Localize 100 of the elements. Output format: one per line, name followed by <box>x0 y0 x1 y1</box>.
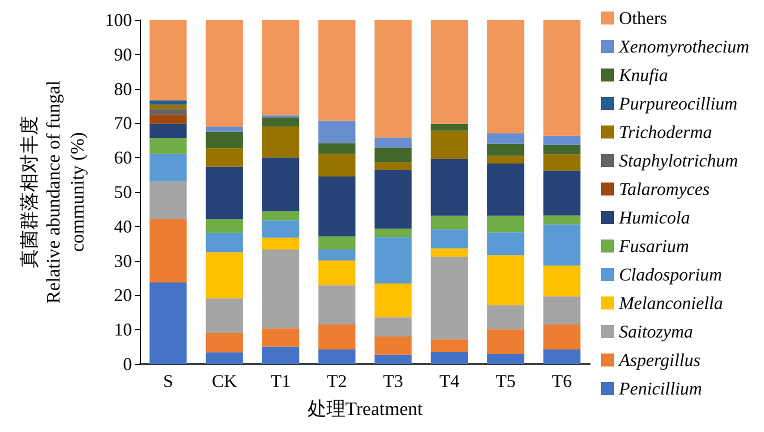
bar <box>206 298 243 334</box>
bar <box>262 220 300 238</box>
bar <box>262 126 300 158</box>
x-tick-label: T5 <box>496 371 516 391</box>
x-tick-label: S <box>163 371 174 391</box>
bar <box>206 219 243 233</box>
bar <box>206 20 243 127</box>
y-tick-label: 0 <box>123 354 132 374</box>
bar <box>430 352 468 364</box>
x-tick-label: T3 <box>383 371 404 391</box>
x-tick-label: T4 <box>439 371 460 391</box>
bar <box>374 284 412 318</box>
y-tick-label: 60 <box>114 148 132 168</box>
bar <box>150 100 187 105</box>
bar <box>543 136 580 145</box>
bar <box>430 248 468 257</box>
bar <box>262 117 300 127</box>
legend-label: Melanconiella <box>618 293 723 313</box>
bar <box>487 20 524 134</box>
bar <box>318 249 356 260</box>
bar <box>206 166 243 220</box>
bar <box>487 232 524 256</box>
bar <box>262 20 300 116</box>
legend-label: Penicillium <box>618 378 702 398</box>
bar <box>487 133 524 144</box>
bar <box>487 329 524 354</box>
bar <box>318 324 356 350</box>
bar <box>374 20 412 138</box>
bar <box>318 143 356 154</box>
bar <box>487 163 524 216</box>
y-tick-label: 10 <box>114 320 132 340</box>
bar <box>150 20 187 100</box>
bar <box>543 350 580 364</box>
bar <box>206 126 243 132</box>
bar <box>318 176 356 236</box>
bar <box>430 158 468 216</box>
bar <box>206 333 243 352</box>
bar <box>262 249 300 328</box>
bar <box>262 346 300 364</box>
bar <box>374 170 412 229</box>
y-tick-label: 100 <box>105 10 132 30</box>
bar <box>318 154 356 177</box>
legend-label: Others <box>619 8 667 28</box>
bar <box>150 154 187 182</box>
bar <box>430 20 468 124</box>
bar <box>206 352 243 364</box>
bar <box>543 20 580 136</box>
bar <box>374 237 412 284</box>
y-tick-label: 50 <box>114 182 132 202</box>
x-axis-title: 处理Treatment <box>307 399 424 420</box>
bar <box>262 238 300 250</box>
bar <box>374 336 412 355</box>
legend-label: Trichoderma <box>619 122 712 142</box>
legend-label: Humicola <box>618 208 690 228</box>
bar <box>374 148 412 162</box>
bar <box>543 324 580 350</box>
bar <box>430 229 468 248</box>
y-tick-label: 30 <box>114 250 132 271</box>
bar <box>487 156 524 164</box>
bar <box>374 354 412 364</box>
bar <box>150 282 187 364</box>
bar <box>430 124 468 131</box>
bar <box>374 138 412 148</box>
legend-label: Saitozyma <box>619 322 693 342</box>
y-tick-label: 70 <box>114 113 132 134</box>
x-tick-label: T2 <box>326 371 347 391</box>
bar <box>150 138 187 154</box>
bar <box>487 255 524 306</box>
legend-label: Knufia <box>618 65 668 85</box>
bar <box>318 236 356 250</box>
bar <box>150 104 187 110</box>
bar <box>206 252 243 298</box>
bar <box>543 144 580 154</box>
y-tick-label: 20 <box>114 285 132 306</box>
legend-label: Staphylotrichum <box>619 150 738 170</box>
bar <box>543 224 580 266</box>
legend-label: Xenomyrothecium <box>618 36 750 56</box>
legend-label: Aspergillus <box>618 350 700 370</box>
bar <box>430 216 468 230</box>
bar <box>374 162 412 170</box>
x-tick-label: T1 <box>270 371 291 391</box>
bar <box>262 328 300 347</box>
bar <box>318 285 356 324</box>
bar <box>318 350 356 364</box>
x-tick-label: CK <box>212 371 237 391</box>
legend-label: Fusarium <box>618 236 690 256</box>
y-tick-label: 40 <box>114 216 132 236</box>
bar <box>543 296 580 324</box>
bar <box>318 260 356 286</box>
bar <box>374 228 412 238</box>
bar <box>262 211 300 220</box>
y-tick-label: 80 <box>114 78 132 99</box>
legend-label: Cladosporium <box>619 264 722 284</box>
bar <box>318 120 356 144</box>
bar <box>543 215 580 224</box>
bar <box>150 181 187 219</box>
y-tick-label: 90 <box>114 44 132 64</box>
bar <box>206 132 243 148</box>
bar <box>487 305 524 330</box>
bar <box>487 216 524 232</box>
